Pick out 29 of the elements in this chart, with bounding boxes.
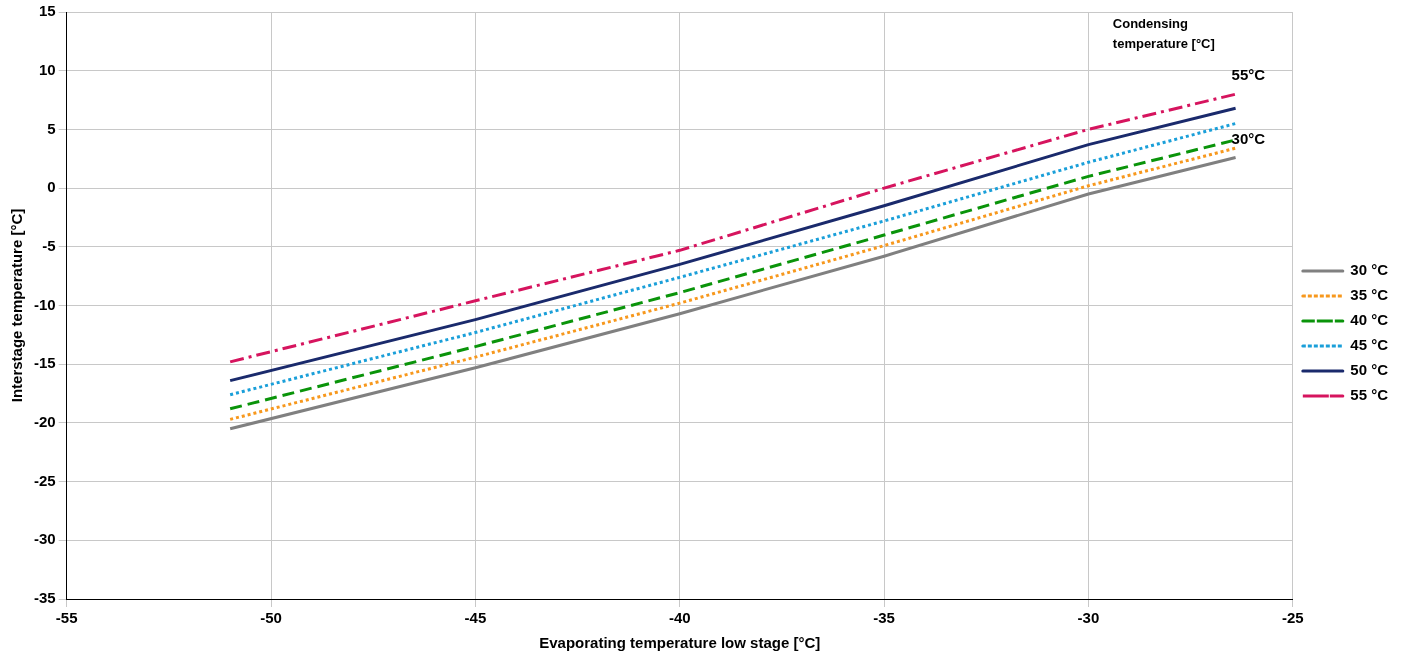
annotation: 30°C [1231, 129, 1266, 147]
x-tick-label: -40 [668, 609, 691, 627]
y-tick-label: -5 [42, 236, 56, 254]
y-tick-label: -35 [33, 589, 56, 607]
annotation: 55°C [1231, 66, 1266, 84]
x-tick-label: -25 [1281, 609, 1304, 627]
x-tick-label: -55 [55, 609, 78, 627]
y-tick-label: 15 [38, 2, 56, 20]
x-tick-label: -35 [873, 609, 895, 627]
legend-label: 40 °C [1350, 311, 1389, 329]
x-tick-label: -50 [260, 609, 282, 627]
y-axis-title: Interstage temperature [°C] [8, 208, 26, 403]
legend-label: 30 °C [1350, 261, 1389, 279]
legend-label: 50 °C [1350, 361, 1389, 379]
y-tick-label: -25 [33, 471, 56, 489]
y-tick-label: -20 [33, 413, 56, 431]
legend-label: 45 °C [1350, 336, 1389, 354]
annotation: Condensing temperature [°C] [1112, 15, 1215, 51]
y-tick-label: -10 [33, 295, 56, 313]
x-tick-label: -45 [464, 609, 487, 627]
y-tick-label: 0 [47, 178, 56, 196]
y-tick-label: -30 [33, 530, 56, 548]
x-tick-label: -30 [1077, 609, 1100, 627]
y-tick-label: 5 [47, 119, 56, 137]
y-tick-label: -15 [33, 354, 56, 372]
legend-label: 55 °C [1350, 386, 1389, 404]
legend-label: 35 °C [1350, 286, 1389, 304]
y-tick-label: 10 [38, 60, 56, 78]
x-axis-title: Evaporating temperature low stage [°C] [539, 634, 821, 652]
